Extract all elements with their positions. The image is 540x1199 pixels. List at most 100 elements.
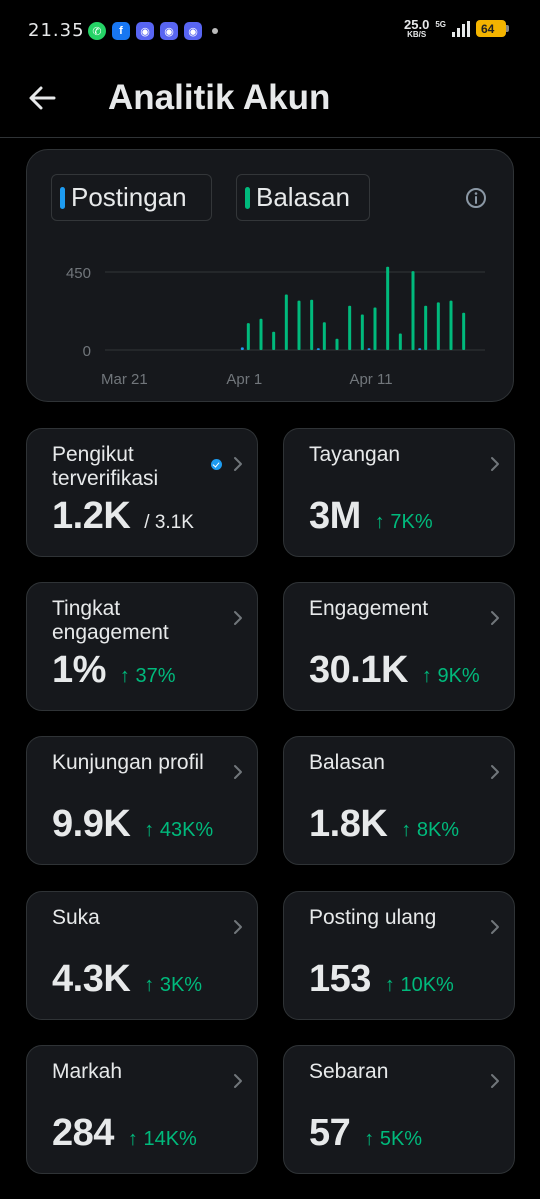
bar-replies (322, 322, 326, 350)
stat-value: 284 (52, 1112, 114, 1154)
chevron-right-icon (234, 457, 242, 471)
stat-value-row: 4.3K ↑ 3K% (52, 958, 202, 1001)
stat-value: 4.3K (52, 958, 131, 1000)
stat-card[interactable]: Tingkat engagement 1% ↑ 37% (26, 582, 258, 711)
bar-posts (418, 348, 422, 350)
stat-change: ↑ 9K% (421, 665, 480, 687)
bar-chart: 450 0 Mar 21 Apr 1 Apr 11 (66, 265, 485, 388)
stat-value: 9.9K (52, 803, 131, 845)
discord-icon: ◉ (184, 22, 202, 40)
legend-posts-swatch (60, 186, 65, 209)
stat-change: ↑ 5K% (364, 1128, 423, 1150)
stat-card[interactable]: Sebaran 57 ↑ 5K% (283, 1045, 515, 1174)
y-tick-label: 450 (66, 265, 91, 282)
stat-value-row: 3M ↑ 7K% (309, 495, 433, 538)
x-tick-label: Apr 11 (349, 371, 392, 388)
chevron-right-icon (234, 611, 242, 625)
stat-change: ↑ 43K% (144, 819, 214, 841)
bar-replies (449, 300, 453, 350)
app-header: Analitik Akun (0, 62, 540, 138)
stat-label: Tingkat engagement (52, 597, 169, 644)
legend-replies-toggle[interactable]: Balasan (236, 174, 370, 221)
stat-label: Pengikut terverifikasi (52, 443, 159, 490)
chart-card: Postingan Balasan 450 0 Mar 21 Apr 1 Apr 11 (26, 149, 514, 402)
status-bar: 21.35 ✆ f ◉ ◉ ◉ 25.0 KB/S 5G 64 (0, 0, 540, 62)
x-tick-label: Apr 1 (226, 371, 262, 388)
stat-value-row: 1.2K / 3.1K (52, 495, 194, 538)
stat-label: Tayangan (309, 443, 401, 466)
battery-icon: 64 (476, 20, 509, 37)
stat-card[interactable]: Pengikut terverifikasi 1.2K / 3.1K (26, 428, 258, 557)
bar-replies (259, 318, 263, 350)
stat-label: Balasan (309, 751, 385, 774)
stat-card[interactable]: Kunjungan profil 9.9K ↑ 43K% (26, 736, 258, 865)
bar-replies (462, 312, 466, 350)
bar-replies (335, 338, 339, 350)
stat-label: Markah (52, 1060, 123, 1083)
status-time: 21.35 (28, 20, 85, 41)
network-type: 5G (435, 20, 446, 29)
bar-replies (284, 294, 288, 350)
bar-posts (367, 348, 371, 350)
bar-replies (436, 302, 440, 350)
chevron-right-icon (491, 457, 499, 471)
chevron-right-icon (234, 1074, 242, 1088)
bar-replies (373, 307, 377, 350)
whatsapp-icon: ✆ (88, 22, 106, 40)
stat-change: ↑ 7K% (374, 511, 433, 533)
discord-icon: ◉ (136, 22, 154, 40)
stat-value-row: 9.9K ↑ 43K% (52, 803, 213, 846)
legend-posts-toggle[interactable]: Postingan (51, 174, 212, 221)
bar-posts (316, 348, 320, 350)
stat-card[interactable]: Posting ulang 153 ↑ 10K% (283, 891, 515, 1020)
chevron-right-icon (234, 765, 242, 779)
x-tick-label: Mar 21 (101, 371, 148, 388)
stat-label: Posting ulang (309, 906, 437, 929)
chevron-right-icon (491, 1074, 499, 1088)
stat-label: Suka (52, 906, 100, 929)
stat-value: 30.1K (309, 649, 408, 691)
stat-card[interactable]: Markah 284 ↑ 14K% (26, 1045, 258, 1174)
stat-card[interactable]: Balasan 1.8K ↑ 8K% (283, 736, 515, 865)
chevron-right-icon (491, 765, 499, 779)
stat-value: 57 (309, 1112, 351, 1154)
bar-replies (411, 271, 415, 350)
bar-replies (386, 266, 390, 350)
stat-change: ↑ 10K% (384, 974, 454, 996)
stat-card[interactable]: Suka 4.3K ↑ 3K% (26, 891, 258, 1020)
stat-total: / 3.1K (144, 512, 194, 533)
bar-replies (398, 333, 402, 350)
stat-change: ↑ 3K% (144, 974, 203, 996)
bar-replies (360, 314, 364, 350)
network-speed-unit: KB/S (407, 30, 427, 39)
page-title: Analitik Akun (108, 78, 331, 117)
arrow-left-icon (29, 86, 56, 110)
bar-replies (348, 305, 352, 350)
verified-badge-icon (211, 459, 222, 470)
stat-value: 1% (52, 649, 106, 691)
bar-replies (310, 299, 314, 350)
stat-card[interactable]: Tayangan 3M ↑ 7K% (283, 428, 515, 557)
stat-value-row: 1.8K ↑ 8K% (309, 803, 459, 846)
info-icon[interactable] (465, 187, 487, 209)
chevron-right-icon (491, 611, 499, 625)
facebook-icon: f (112, 22, 130, 40)
stat-value: 1.2K (52, 495, 131, 537)
chevron-right-icon (234, 920, 242, 934)
back-button[interactable] (24, 80, 60, 116)
bar-replies (272, 331, 276, 350)
bar-replies (424, 305, 428, 350)
stat-value-row: 1% ↑ 37% (52, 649, 176, 692)
stat-value-row: 57 ↑ 5K% (309, 1112, 422, 1155)
more-notifications-dot (212, 28, 218, 34)
legend-replies-swatch (245, 186, 250, 209)
battery-level: 64 (481, 21, 495, 36)
y-tick-label: 0 (83, 343, 91, 360)
legend-replies-label: Balasan (256, 182, 350, 212)
network-speed: 25.0 KB/S (404, 18, 429, 39)
stat-value: 1.8K (309, 803, 388, 845)
stat-card[interactable]: Engagement 30.1K ↑ 9K% (283, 582, 515, 711)
bar-posts (240, 347, 244, 350)
stat-change: ↑ 8K% (401, 819, 460, 841)
notification-icons: ✆ f ◉ ◉ ◉ (88, 22, 218, 40)
